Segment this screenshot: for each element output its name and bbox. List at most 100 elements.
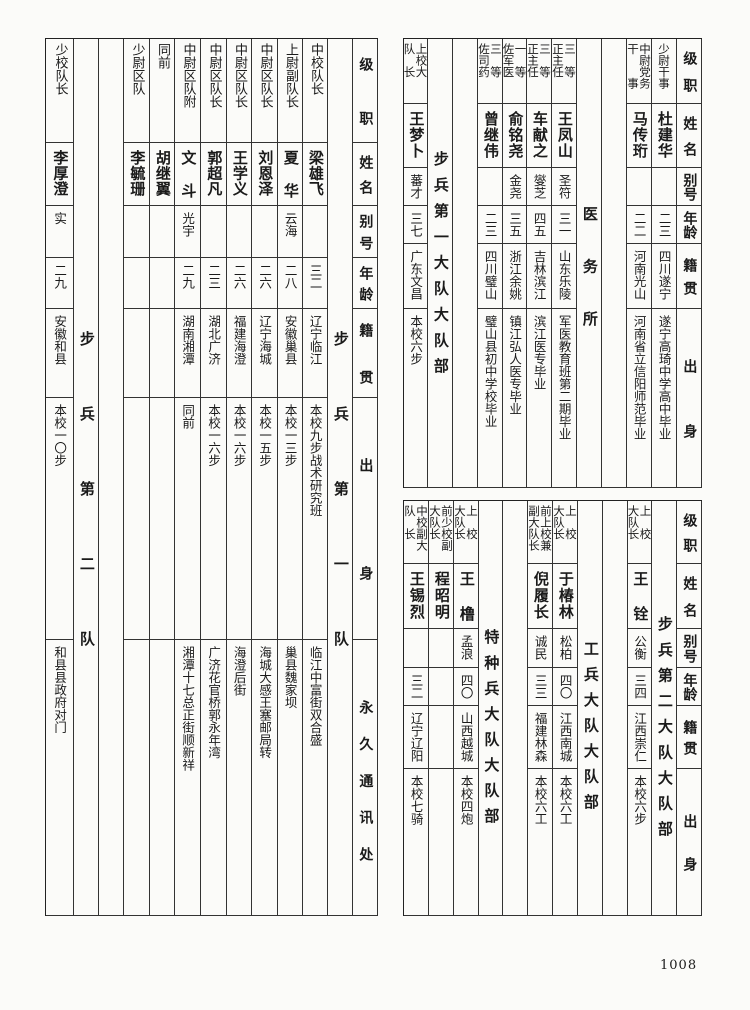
person-rank: 同前 xyxy=(155,39,170,69)
group-infantry-team-1-label: 步兵第一队 xyxy=(331,331,350,646)
person-name: 李毓珊 xyxy=(128,150,147,196)
person-native: 安徽和县 xyxy=(52,315,68,365)
person-origin-cell xyxy=(124,398,150,640)
person-rank-cell: 上 校大队长 xyxy=(552,501,578,564)
person-alias: 圣符 xyxy=(556,174,572,199)
rank-line: 上 校 xyxy=(638,505,653,540)
person-origin: 本校六工 xyxy=(532,775,548,825)
person-rank-cell: 一 等佐军医 xyxy=(501,39,528,104)
person-alias-cell xyxy=(404,629,429,668)
header-address-label: 永久通讯处 xyxy=(357,700,374,861)
person-name-cell: 胡继翼 xyxy=(150,143,175,206)
person-age-cell: 三四 xyxy=(628,668,652,706)
person-name-cell: 王锡烈 xyxy=(404,564,429,629)
person-address: 湘潭十七总正街顺新祥 xyxy=(180,646,196,771)
rank-line: 少尉区队 xyxy=(129,43,145,95)
person-name: 倪履长 xyxy=(531,571,550,619)
person-native-cell: 山东乐陵 xyxy=(552,244,577,309)
person-alias: 公衡 xyxy=(632,635,648,660)
person-origin-cell: 本校六步 xyxy=(628,769,652,916)
header-age-label: 年龄 xyxy=(681,673,698,701)
person-rank-cell: 上 校大队长 xyxy=(453,501,479,564)
person-alias-cell xyxy=(627,168,652,206)
group-infantry-battalion-1-hq: 步兵第一大队大队部 xyxy=(428,39,453,488)
person-rank-cell: 前上校兼 副大队长 xyxy=(527,501,553,564)
empty-column xyxy=(602,39,627,488)
person-rank: 少尉区队 xyxy=(129,39,145,95)
person-rank: 三 等佐司药 xyxy=(477,39,503,78)
person-alias-cell xyxy=(201,206,227,258)
person-native: 河南光山 xyxy=(631,250,647,300)
person-alias-cell: 圣符 xyxy=(552,168,577,206)
person-age-cell: 二三 xyxy=(478,206,503,244)
person-origin-cell: 本校六工 xyxy=(528,769,553,916)
person-age: 二二 xyxy=(631,212,647,237)
header-age: 年龄 xyxy=(677,668,702,706)
person-alias-cell: 云海 xyxy=(278,206,303,258)
person-age: 三五 xyxy=(507,212,523,237)
person-rank: 上 校大队长 xyxy=(552,501,578,540)
person-rank-cell: 少尉区队 xyxy=(124,39,150,143)
rank-line: 正主任 xyxy=(551,43,565,78)
rank-line: 上尉副队长 xyxy=(283,43,298,108)
person-origin: 河南省立信阳师范毕业 xyxy=(631,315,647,440)
empty-column xyxy=(603,501,628,916)
person-name-cell: 倪履长 xyxy=(528,564,553,629)
person-name-cell: 于椿林 xyxy=(553,564,578,629)
header-alias: 别号 xyxy=(677,168,702,206)
rank-line: 中尉区队附 xyxy=(180,43,196,108)
person-age: 二三 xyxy=(482,212,498,237)
person-alias-cell: 诚民 xyxy=(528,629,553,668)
header-name: 姓名 xyxy=(353,143,378,206)
person-native: 山东乐陵 xyxy=(556,250,572,300)
person-name-cell: 杜建华 xyxy=(652,104,677,168)
header-native-label: 籍贯 xyxy=(681,258,698,295)
person-address-cell xyxy=(150,640,175,916)
rank-line: 中校队长 xyxy=(308,43,323,95)
person-age-cell: 三二 xyxy=(303,258,328,309)
person-native-cell: 四川遂宁 xyxy=(652,244,677,309)
person-age: 三二 xyxy=(307,264,323,289)
person-alias-cell xyxy=(227,206,252,258)
person-alias: 云海 xyxy=(282,212,298,237)
rank-line: 上校大 xyxy=(414,43,429,78)
group-infantry-battalion-2-hq: 步兵第二大队大队部 xyxy=(652,501,677,916)
person-native-cell: 安徽和县 xyxy=(46,309,74,398)
rank-line: 三 等 xyxy=(563,43,577,78)
person-rank: 中尉区队附 xyxy=(180,39,196,108)
person-origin-cell: 军医教育班第二期毕业 xyxy=(552,309,577,488)
person-origin: 同前 xyxy=(180,404,196,429)
group-engineer-battalion-hq: 工兵大队大队部 xyxy=(578,501,603,916)
person-address-cell: 海澄后街 xyxy=(227,640,252,916)
header-native: 籍贯 xyxy=(677,244,702,309)
person-native-cell: 江西南城 xyxy=(553,706,578,769)
person-origin-cell: 本校一〇步 xyxy=(46,398,74,640)
person-rank-cell: 三 等正主任 xyxy=(526,39,552,104)
person-native: 辽宁海城 xyxy=(257,315,273,365)
rank-line: 大队长 xyxy=(552,505,566,540)
person-rank: 中尉区队长 xyxy=(207,39,222,108)
rank-line: 佐军医 xyxy=(501,43,516,78)
person-name: 梁雄飞 xyxy=(306,150,325,196)
header-rank-label: 级职 xyxy=(681,51,698,92)
person-origin: 本校一六步 xyxy=(206,404,222,467)
person-name-cell: 俞铭尧 xyxy=(503,104,527,168)
rank-line: 佐司药 xyxy=(477,43,491,78)
person-age-cell: 四〇 xyxy=(454,668,479,706)
header-age-label: 年龄 xyxy=(681,211,698,239)
person-name: 王锡烈 xyxy=(407,571,426,619)
person-origin-cell: 本校七骑 xyxy=(404,769,429,916)
person-name: 胡继翼 xyxy=(153,150,172,196)
person-rank-cell: 前少校副 大队长 xyxy=(428,501,454,564)
person-native-cell xyxy=(124,309,150,398)
person-alias-cell: 实 xyxy=(46,206,74,258)
person-name-cell: 车献之 xyxy=(527,104,552,168)
person-origin: 璧山县初中学校毕业 xyxy=(482,315,498,428)
person-rank: 中尉区队长 xyxy=(232,39,247,108)
header-native: 籍贯 xyxy=(353,309,378,398)
person-alias: 诚民 xyxy=(532,635,548,660)
person-origin: 本校一六步 xyxy=(231,404,247,467)
person-age: 三三 xyxy=(532,674,548,699)
person-native-cell: 山西越城 xyxy=(454,706,479,769)
person-rank: 中尉党务干 事 xyxy=(626,39,652,89)
